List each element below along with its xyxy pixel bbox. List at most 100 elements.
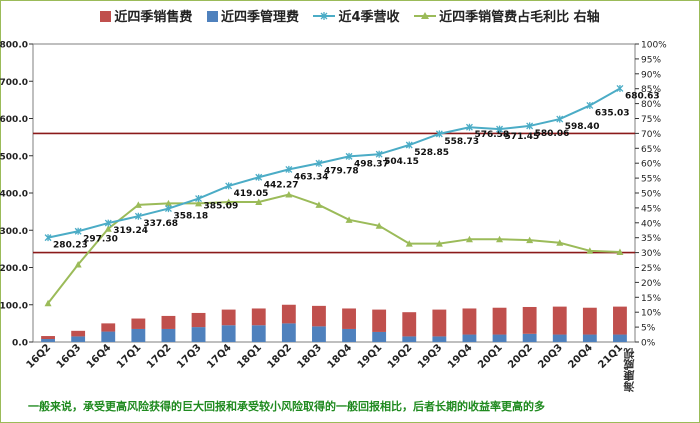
revenue-point (134, 212, 142, 220)
right-axis-tick-label: 75% (641, 115, 661, 125)
bar-sales (101, 323, 116, 332)
bar-mgmt (372, 331, 387, 342)
revenue-point (465, 123, 473, 131)
legend-swatch-ratio (414, 12, 437, 19)
revenue-data-label: 504.15 (384, 157, 419, 167)
revenue-data-label: 680.63 (625, 91, 660, 101)
revenue-data-label: 576.58 (474, 130, 509, 140)
revenue-point (225, 182, 233, 190)
ratio-point (556, 239, 564, 246)
bar-mgmt (492, 334, 507, 342)
revenue-point (616, 84, 624, 92)
revenue-point (375, 150, 383, 158)
revenue-line (47, 87, 621, 239)
x-axis-tick-label: 16Q4 (85, 342, 114, 371)
right-axis-tick-label: 65% (641, 145, 661, 155)
left-axis-tick-label: 400.0 (0, 190, 28, 200)
revenue-point (104, 219, 112, 227)
x-axis-tick-label: 16Q2 (25, 342, 54, 371)
right-axis-tick-label: 35% (641, 234, 661, 244)
bar-sales (221, 309, 236, 326)
revenue-point (255, 173, 263, 181)
bar-sales (191, 312, 206, 328)
ratio-point (435, 240, 443, 247)
ratio-point (616, 248, 624, 256)
left-axis-tick-label: 800.0 (0, 41, 28, 51)
ratio-line (47, 193, 620, 304)
ratio-point (375, 222, 383, 229)
right-axis-tick-label: 100% (641, 41, 667, 51)
x-axis-tick-label: 17Q1 (115, 342, 144, 371)
x-axis-tick-label: 20Q2 (506, 342, 535, 371)
bar-mgmt (41, 339, 55, 342)
x-axis-tick-label: 17Q4 (205, 342, 234, 371)
left-axis-tick-label: 100.0 (0, 301, 28, 311)
bar-mgmt (432, 336, 447, 342)
revenue-point (74, 227, 82, 235)
right-axis-tick-label: 85% (641, 85, 661, 95)
bar-mgmt (251, 325, 266, 342)
revenue-data-label: 442.27 (264, 180, 299, 190)
right-axis-tick-label: 40% (641, 219, 661, 229)
bar-mgmt (221, 325, 236, 342)
x-axis-tick-label: 18Q1 (235, 342, 264, 371)
x-axis-tick-label: 16Q3 (55, 342, 84, 371)
revenue-point (556, 115, 564, 123)
legend-item-sales: 近四季销售费 (100, 6, 192, 25)
revenue-data-label: 280.23 (53, 241, 88, 251)
bar-mgmt (191, 327, 206, 342)
revenue-data-label: 297.30 (83, 234, 118, 244)
revenue-data-label: 463.34 (294, 172, 329, 182)
bar-mgmt (101, 331, 116, 342)
ratio-point (195, 199, 203, 207)
x-axis-tick-label: 19Q1 (356, 342, 385, 371)
right-axis-tick-label: 25% (641, 264, 661, 274)
bar-mgmt (462, 334, 477, 342)
revenue-point (496, 125, 504, 133)
x-axis-tick-label: 20Q1 (476, 342, 505, 371)
legend-swatch-revenue (313, 12, 336, 20)
revenue-point (44, 234, 52, 242)
legend-item-revenue: 近4季营收 (313, 6, 400, 25)
x-axis-tick-label: 18Q3 (296, 342, 325, 371)
x-axis-tick-label: 19Q4 (446, 342, 475, 371)
bar-mgmt (613, 334, 627, 342)
right-axis-tick-label: 95% (641, 55, 661, 65)
legend-label-sales: 近四季销售费 (114, 10, 193, 25)
revenue-point (164, 205, 172, 213)
revenue-data-label: 337.68 (143, 219, 178, 229)
left-axis-tick-label: 300.0 (0, 227, 28, 237)
right-axis-tick-label: 60% (641, 160, 661, 170)
legend-label-mgmt: 近四季管理费 (220, 10, 299, 25)
ratio-point (74, 261, 82, 268)
x-axis-tick-label: 20Q4 (566, 342, 595, 371)
right-axis-tick-label: 20% (641, 279, 661, 289)
bar-sales (251, 308, 266, 326)
x-axis-tick-label: 19Q2 (386, 342, 415, 371)
ratio-point (586, 247, 594, 254)
right-axis-tick-label: 5% (641, 324, 656, 334)
right-axis-tick-label: 45% (641, 204, 661, 214)
bar-sales (402, 312, 417, 337)
ratio-point (104, 225, 112, 232)
ratio-point (44, 299, 52, 307)
footnote: 一般来说，承受更高风险获得的巨大回报和承受较小风险取得的一般回报相比，后者长期的… (28, 400, 545, 413)
bar-sales (432, 309, 447, 337)
revenue-data-label: 528.85 (414, 148, 449, 158)
bar-mgmt (342, 328, 356, 342)
revenue-data-label: 558.73 (444, 137, 479, 147)
bar-mgmt (552, 334, 567, 342)
revenue-point (586, 101, 594, 109)
bar-sales (522, 306, 537, 334)
bar-mgmt (131, 328, 146, 342)
bar-sales (71, 330, 86, 337)
legend-item-ratio: 近四季销管费占毛利比 右轴 (414, 6, 600, 25)
legend-swatch-mgmt (206, 11, 218, 22)
revenue-data-label: 358.18 (173, 212, 208, 222)
revenue-point (195, 195, 203, 203)
right-axis-tick-label: 50% (641, 190, 661, 200)
bar-sales (462, 308, 477, 335)
bar-sales (613, 306, 627, 335)
revenue-point (526, 122, 534, 130)
